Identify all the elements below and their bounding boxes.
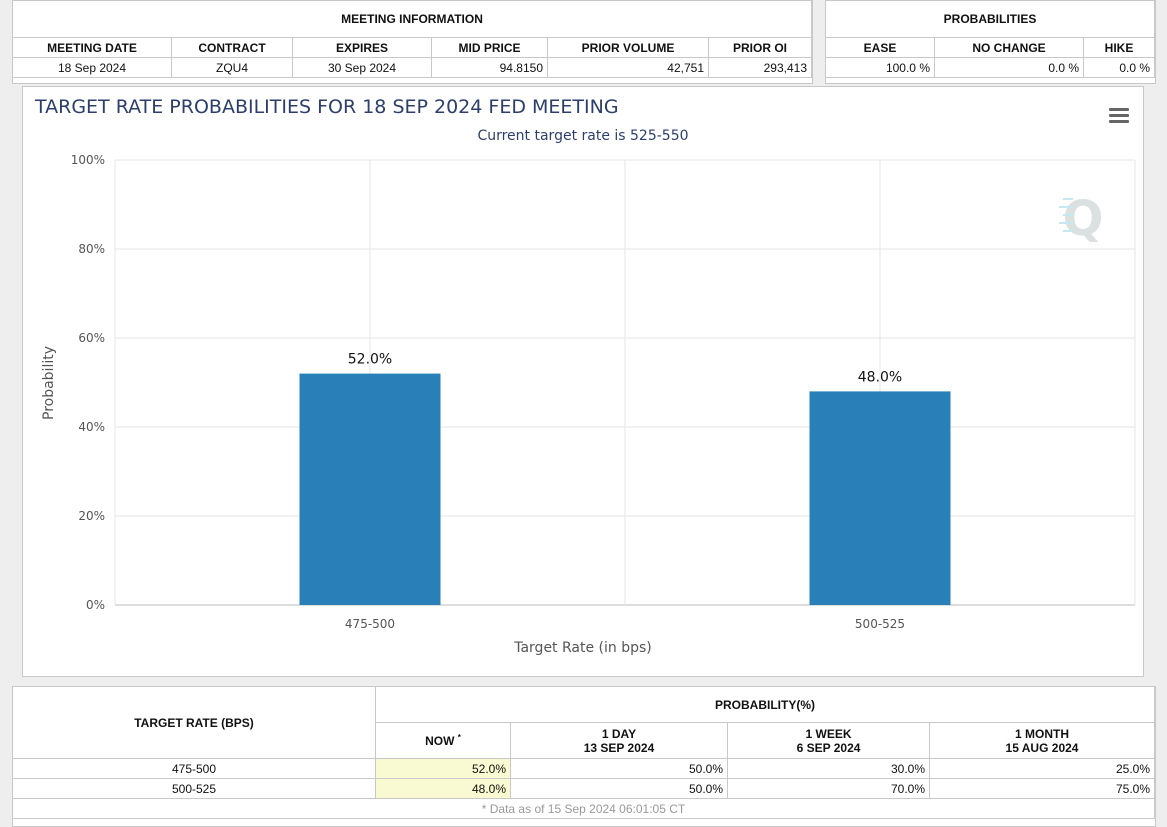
one-week-header: 1 WEEK 6 SEP 2024 <box>727 722 930 759</box>
now-cell: 52.0% <box>375 758 511 779</box>
bar[interactable] <box>299 373 441 605</box>
header-meeting-date: MEETING DATE <box>12 37 172 58</box>
header-contract: CONTRACT <box>171 37 293 58</box>
x-tick-label: 500-525 <box>855 617 905 631</box>
chart-subtitle: Current target rate is 525-550 <box>477 128 688 144</box>
prior-oi-value: 293,413 <box>708 57 812 78</box>
now-header: NOW * <box>375 722 511 759</box>
y-tick-label: 40% <box>78 420 105 434</box>
header-ease: EASE <box>825 37 935 58</box>
header-no-change: NO CHANGE <box>934 37 1084 58</box>
contract-value: ZQU4 <box>171 57 293 78</box>
one-month-header: 1 MONTH 15 AUG 2024 <box>929 722 1155 759</box>
y-tick-label: 20% <box>78 509 105 523</box>
probabilities-title: PROBABILITIES <box>825 0 1155 38</box>
rate-cell: 500-525 <box>12 778 376 799</box>
now-cell: 48.0% <box>375 778 511 799</box>
table-row: 500-525 48.0% 50.0% 70.0% 75.0% <box>12 778 1155 799</box>
probability-table-panel: TARGET RATE (BPS) PROBABILITY(%) NOW * 1… <box>12 686 1156 827</box>
header-prior-oi: PRIOR OI <box>708 37 812 58</box>
y-axis-label: Probability <box>41 346 57 420</box>
y-tick-label: 0% <box>86 598 105 612</box>
rate-cell: 475-500 <box>12 758 376 779</box>
x-axis-label: Target Rate (in bps) <box>513 640 652 656</box>
prior-volume-value: 42,751 <box>547 57 709 78</box>
meeting-date-value: 18 Sep 2024 <box>12 57 172 78</box>
probability-header: PROBABILITY(%) <box>375 686 1155 723</box>
header-prior-volume: PRIOR VOLUME <box>547 37 709 58</box>
meeting-information-title: MEETING INFORMATION <box>12 0 812 38</box>
meeting-information-panel: MEETING INFORMATION MEETING DATE CONTRAC… <box>12 0 813 84</box>
one-month-cell: 75.0% <box>929 778 1155 799</box>
mid-price-value: 94.8150 <box>431 57 548 78</box>
header-expires: EXPIRES <box>292 37 432 58</box>
x-tick-label: 475-500 <box>345 617 395 631</box>
svg-text:Q: Q <box>1063 191 1104 247</box>
watermark-logo: Q <box>1059 191 1103 247</box>
chart-menu-icon[interactable] <box>1109 108 1129 124</box>
table-row: 475-500 52.0% 50.0% 30.0% 25.0% <box>12 758 1155 779</box>
expires-value: 30 Sep 2024 <box>292 57 432 78</box>
one-day-cell: 50.0% <box>510 758 728 779</box>
probabilities-panel: PROBABILITIES EASE NO CHANGE HIKE 100.0 … <box>825 0 1156 84</box>
y-tick-label: 80% <box>78 242 105 256</box>
one-week-cell: 30.0% <box>727 758 930 779</box>
bar-data-label: 48.0% <box>858 369 902 385</box>
chart-panel: TARGET RATE PROBABILITIES FOR 18 SEP 202… <box>22 86 1144 677</box>
y-tick-label: 100% <box>71 153 105 167</box>
bar[interactable] <box>809 391 951 605</box>
header-mid-price: MID PRICE <box>431 37 548 58</box>
header-hike: HIKE <box>1083 37 1155 58</box>
bar-data-label: 52.0% <box>348 352 392 368</box>
one-month-cell: 25.0% <box>929 758 1155 779</box>
target-rate-header: TARGET RATE (BPS) <box>12 686 376 759</box>
chart-title: TARGET RATE PROBABILITIES FOR 18 SEP 202… <box>34 96 619 118</box>
ease-value: 100.0 % <box>825 57 935 78</box>
no-change-value: 0.0 % <box>934 57 1084 78</box>
one-day-cell: 50.0% <box>510 778 728 799</box>
hike-value: 0.0 % <box>1083 57 1155 78</box>
one-day-header: 1 DAY 13 SEP 2024 <box>510 722 728 759</box>
one-week-cell: 70.0% <box>727 778 930 799</box>
y-tick-label: 60% <box>78 331 105 345</box>
probability-chart: TARGET RATE PROBABILITIES FOR 18 SEP 202… <box>34 96 1136 656</box>
data-timestamp-footnote: * Data as of 15 Sep 2024 06:01:05 CT <box>12 798 1155 819</box>
